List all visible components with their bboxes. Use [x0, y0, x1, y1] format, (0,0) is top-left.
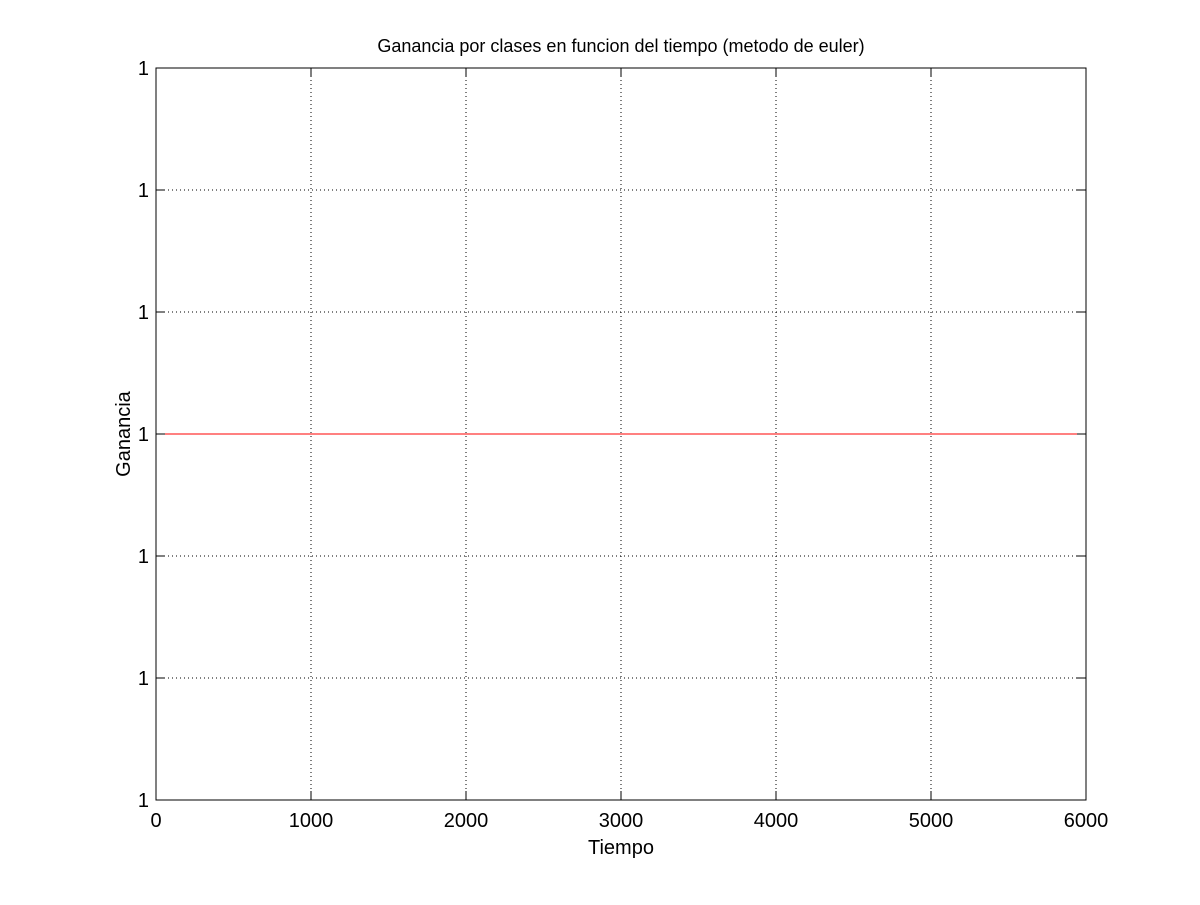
y-axis-label: Ganancia: [113, 390, 135, 476]
y-tick-label: 1: [138, 668, 149, 690]
y-tick-labels: 1 1 1 1 1 1 1: [138, 58, 149, 812]
y-tick-label: 1: [138, 546, 149, 568]
x-axis-label: Tiempo: [588, 837, 654, 859]
x-tick-labels: 0 1000 2000 3000 4000 5000 6000: [150, 810, 1108, 832]
x-tick-label: 4000: [754, 810, 799, 832]
x-tick-label: 6000: [1064, 810, 1109, 832]
y-tick-label: 1: [138, 424, 149, 446]
x-tick-label: 1000: [289, 810, 334, 832]
y-tick-label: 1: [138, 302, 149, 324]
y-tick-label: 1: [138, 790, 149, 812]
y-tick-label: 1: [138, 180, 149, 202]
x-tick-label: 0: [150, 810, 161, 832]
x-tick-label: 3000: [599, 810, 644, 832]
chart-title: Ganancia por clases en funcion del tiemp…: [377, 36, 864, 56]
y-tick-label: 1: [138, 58, 149, 80]
tick-layer: [155, 67, 1087, 801]
x-tick-label: 2000: [444, 810, 489, 832]
x-tick-label: 5000: [909, 810, 954, 832]
